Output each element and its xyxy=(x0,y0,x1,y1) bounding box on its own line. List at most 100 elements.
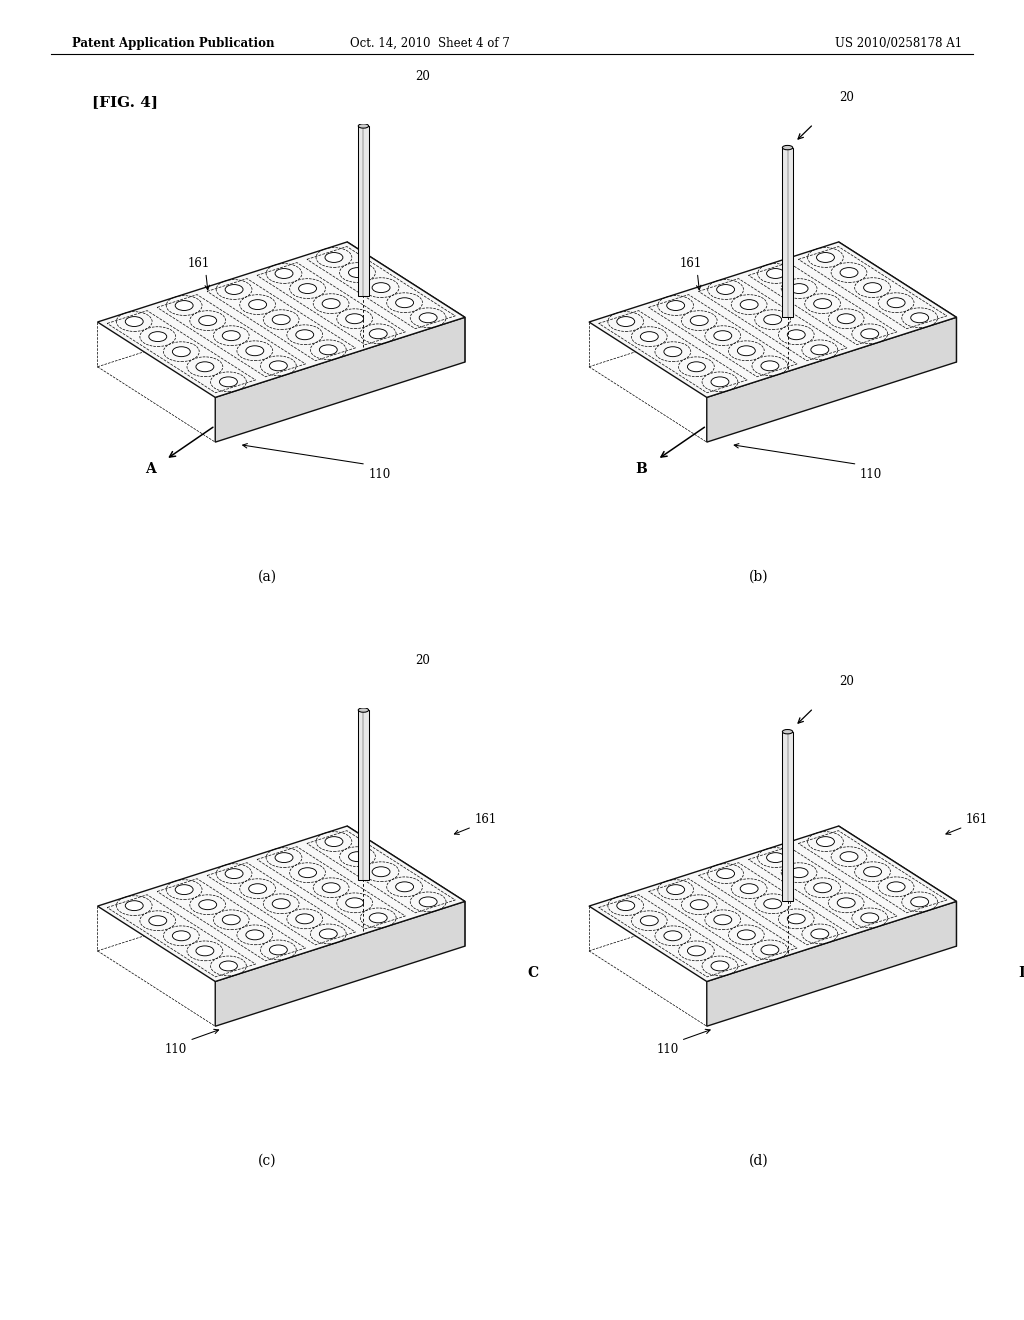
Ellipse shape xyxy=(148,331,167,342)
Ellipse shape xyxy=(269,360,288,371)
Ellipse shape xyxy=(419,896,437,907)
Ellipse shape xyxy=(275,853,293,862)
Ellipse shape xyxy=(269,945,288,954)
Polygon shape xyxy=(358,710,369,879)
Text: 110: 110 xyxy=(656,1043,679,1056)
Polygon shape xyxy=(215,902,465,1026)
Ellipse shape xyxy=(838,314,855,323)
Ellipse shape xyxy=(196,362,214,372)
Ellipse shape xyxy=(370,913,387,923)
Ellipse shape xyxy=(910,896,929,907)
Ellipse shape xyxy=(764,314,781,325)
Ellipse shape xyxy=(640,916,658,925)
Ellipse shape xyxy=(246,929,264,940)
Ellipse shape xyxy=(249,300,266,309)
Ellipse shape xyxy=(838,898,855,908)
Ellipse shape xyxy=(714,915,732,925)
Ellipse shape xyxy=(840,851,858,862)
Ellipse shape xyxy=(299,284,316,293)
Ellipse shape xyxy=(175,884,194,895)
Ellipse shape xyxy=(299,867,316,878)
Polygon shape xyxy=(589,826,956,982)
Polygon shape xyxy=(347,826,465,946)
Ellipse shape xyxy=(172,931,190,941)
Ellipse shape xyxy=(222,331,241,341)
Ellipse shape xyxy=(717,285,734,294)
Ellipse shape xyxy=(222,915,241,925)
Ellipse shape xyxy=(887,882,905,892)
Text: 161: 161 xyxy=(474,813,497,826)
Ellipse shape xyxy=(346,314,364,323)
Ellipse shape xyxy=(667,884,685,895)
Ellipse shape xyxy=(667,301,685,310)
Ellipse shape xyxy=(737,929,756,940)
Ellipse shape xyxy=(717,869,734,879)
Ellipse shape xyxy=(246,346,264,355)
Polygon shape xyxy=(782,148,793,317)
Ellipse shape xyxy=(199,900,217,909)
Ellipse shape xyxy=(196,946,214,956)
Text: 110: 110 xyxy=(860,469,882,480)
Text: 20: 20 xyxy=(840,91,854,104)
Ellipse shape xyxy=(272,314,290,325)
Text: 110: 110 xyxy=(165,1043,187,1056)
Ellipse shape xyxy=(199,315,217,326)
Ellipse shape xyxy=(616,317,635,326)
Ellipse shape xyxy=(358,708,369,713)
Ellipse shape xyxy=(761,945,779,954)
Ellipse shape xyxy=(814,298,831,309)
Polygon shape xyxy=(707,902,956,1026)
Ellipse shape xyxy=(816,837,835,846)
Ellipse shape xyxy=(272,899,290,908)
Ellipse shape xyxy=(767,853,784,862)
Ellipse shape xyxy=(782,145,793,149)
Ellipse shape xyxy=(348,268,367,277)
Ellipse shape xyxy=(325,837,343,846)
Ellipse shape xyxy=(737,346,756,355)
Text: Patent Application Publication: Patent Application Publication xyxy=(72,37,274,50)
Ellipse shape xyxy=(861,913,879,923)
Ellipse shape xyxy=(323,298,340,309)
Ellipse shape xyxy=(761,360,779,371)
Ellipse shape xyxy=(616,900,635,911)
Text: (d): (d) xyxy=(749,1154,768,1168)
Ellipse shape xyxy=(370,329,387,339)
Ellipse shape xyxy=(372,282,390,293)
Text: [FIG. 4]: [FIG. 4] xyxy=(92,95,158,110)
Text: A: A xyxy=(144,462,156,477)
Ellipse shape xyxy=(358,124,369,128)
Ellipse shape xyxy=(664,931,682,941)
Ellipse shape xyxy=(296,330,313,339)
Ellipse shape xyxy=(787,330,805,339)
Polygon shape xyxy=(97,242,465,397)
Ellipse shape xyxy=(319,929,337,939)
Text: (c): (c) xyxy=(258,1154,276,1168)
Polygon shape xyxy=(347,242,465,362)
Ellipse shape xyxy=(249,884,266,894)
Ellipse shape xyxy=(325,252,343,263)
Ellipse shape xyxy=(125,900,143,911)
Ellipse shape xyxy=(863,282,882,293)
Ellipse shape xyxy=(787,913,805,924)
Ellipse shape xyxy=(740,884,758,894)
Polygon shape xyxy=(839,826,956,946)
Polygon shape xyxy=(358,125,369,296)
Text: 161: 161 xyxy=(966,813,988,826)
Text: 20: 20 xyxy=(416,70,430,83)
Ellipse shape xyxy=(219,378,238,387)
Polygon shape xyxy=(782,731,793,902)
Ellipse shape xyxy=(172,347,190,356)
Text: 20: 20 xyxy=(840,676,854,688)
Ellipse shape xyxy=(225,285,243,294)
Text: 161: 161 xyxy=(679,257,701,271)
Ellipse shape xyxy=(814,883,831,892)
Text: 20: 20 xyxy=(416,653,430,667)
Ellipse shape xyxy=(395,298,414,308)
Ellipse shape xyxy=(861,329,879,339)
Ellipse shape xyxy=(711,378,729,387)
Ellipse shape xyxy=(764,899,781,908)
Ellipse shape xyxy=(664,347,682,356)
Text: (a): (a) xyxy=(257,569,276,583)
Ellipse shape xyxy=(690,315,709,326)
Ellipse shape xyxy=(640,331,658,342)
